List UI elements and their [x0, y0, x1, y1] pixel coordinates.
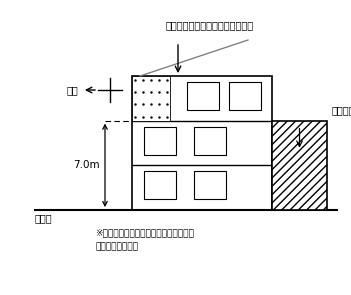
Bar [229, 82, 261, 110]
Polygon shape [132, 76, 170, 121]
Text: 増築部分: 増築部分 [332, 106, 351, 116]
Text: 建築できない。: 建築できない。 [95, 242, 138, 251]
Bar [187, 82, 219, 110]
Bar [194, 127, 226, 155]
Bar [272, 121, 327, 210]
Bar [132, 76, 272, 210]
Text: 既存不適格部分は適用を除外する: 既存不適格部分は適用を除外する [166, 20, 254, 30]
Text: 真北: 真北 [66, 85, 78, 95]
Bar [194, 171, 226, 199]
Text: 地盤面: 地盤面 [35, 213, 53, 223]
Text: 7.0m: 7.0m [73, 160, 100, 170]
Text: ※増築部分は高度地区の制限に突出して: ※増築部分は高度地区の制限に突出して [95, 228, 194, 237]
Bar [144, 171, 176, 199]
Bar [144, 127, 176, 155]
